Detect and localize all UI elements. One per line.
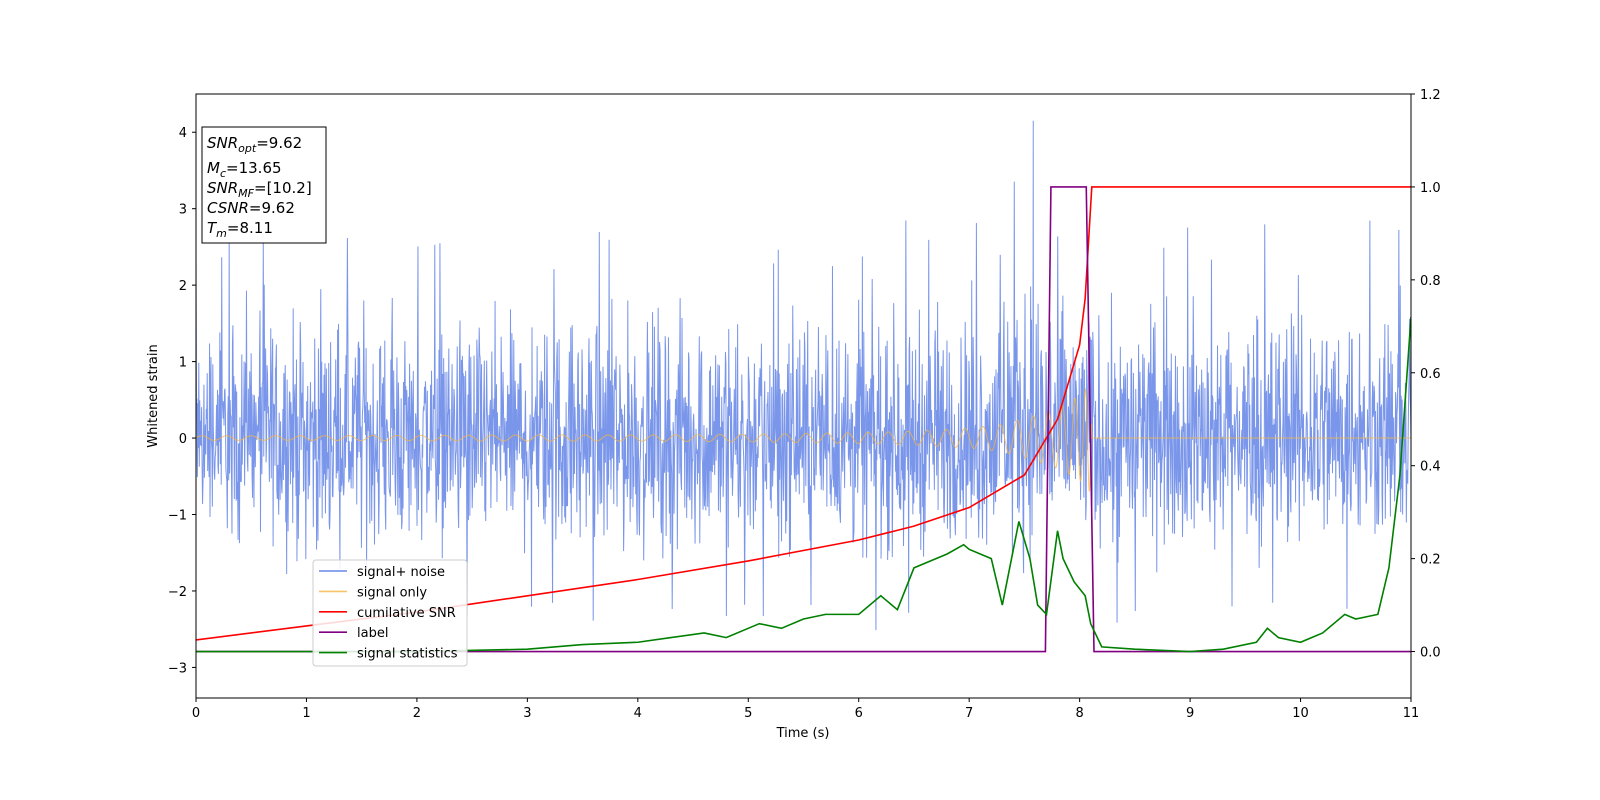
y-tick-label: 4	[179, 126, 187, 141]
y2-tick-label: 0.6	[1420, 367, 1441, 382]
x-tick-label: 10	[1292, 706, 1309, 721]
x-tick-label: 9	[1186, 706, 1194, 721]
y2-tick-label: 0.0	[1420, 646, 1441, 661]
y2-tick-label: 0.2	[1420, 553, 1441, 568]
x-tick-label: 1	[302, 706, 310, 721]
x-tick-label: 11	[1403, 706, 1420, 721]
series-signal-only-line	[196, 387, 1411, 492]
x-tick-label: 4	[634, 706, 642, 721]
y2-tick-label: 0.4	[1420, 460, 1441, 475]
legend-label: label	[357, 626, 388, 641]
y2-tick-label: 1.2	[1420, 88, 1441, 103]
info-csnr: CSNR=9.62	[207, 199, 295, 217]
info-snr-opt: SNRopt=9.62	[207, 134, 302, 155]
legend-entries: signal+ noise signal only cumilative SNR la…	[319, 565, 458, 662]
legend: signal+ noise signal only cumilative SNR la…	[312, 559, 468, 667]
y2-tick-label: 0.8	[1420, 274, 1441, 289]
legend-frame	[312, 559, 468, 667]
legend-label: signal only	[357, 585, 427, 600]
y-tick-label: 2	[179, 279, 187, 294]
legend-label: cumilative SNR	[357, 606, 456, 621]
series-label-line	[196, 186, 1411, 653]
x-tick-label: 0	[192, 706, 200, 721]
y-tick-label: 1	[179, 356, 187, 371]
axes-frame	[195, 93, 1412, 699]
x-tick-label: 6	[855, 706, 863, 721]
x-tick-label: 2	[413, 706, 421, 721]
y-tick-label: 0	[179, 432, 187, 447]
legend-label: signal+ noise	[357, 565, 445, 580]
y-axis-label: Whitened strain	[146, 344, 161, 447]
y-tick-label: −1	[168, 509, 187, 524]
x-tick-label: 3	[523, 706, 531, 721]
x-tick-label: 8	[1075, 706, 1083, 721]
x-tick-label: 5	[744, 706, 752, 721]
x-axis-label: Time (s)	[776, 726, 830, 741]
info-box: SNRopt=9.62 Mc=13.65 SNRMF=[10.2] CSNR=9…	[201, 126, 327, 244]
y-tick-label: 3	[179, 203, 187, 218]
y2-tick-label: 1.0	[1420, 181, 1441, 196]
info-box-frame	[201, 126, 327, 244]
axes-layer: 0 1 2 3 4 5 6 7 8 9 10 11 −3 −2 −1 0 1 2 3 4 0.0 0.2 0.4 0.6 0.8…	[168, 88, 1441, 721]
series-signal-statistics-line	[196, 316, 1411, 653]
info-tm: Tm=8.11	[207, 219, 273, 240]
series-signal-noise-line	[196, 120, 1411, 631]
legend-label: signal statistics	[357, 647, 458, 662]
y-tick-label: −3	[168, 661, 187, 676]
y-tick-label: −2	[168, 585, 187, 600]
info-snr-mf: SNRMF=[10.2]	[207, 179, 312, 200]
x-tick-label: 7	[965, 706, 973, 721]
info-mc: Mc=13.65	[207, 159, 282, 180]
